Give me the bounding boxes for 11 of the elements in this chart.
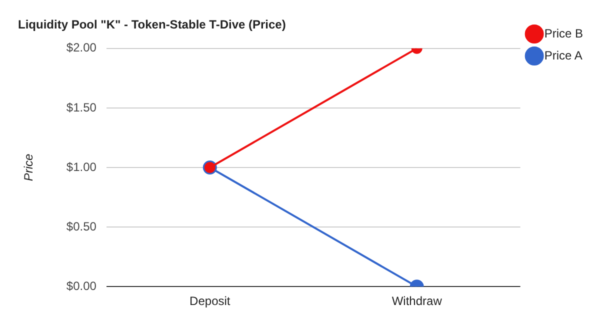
y-tick-label: $0.50 xyxy=(66,219,97,234)
legend-label: Price A xyxy=(544,48,582,62)
y-tick-label: $2.00 xyxy=(66,40,97,55)
chart-title: Liquidity Pool "K" - Token-Stable T-Dive (Price) xyxy=(18,18,286,32)
x-tick-label: Deposit xyxy=(190,294,231,308)
y-tick-label: $0.00 xyxy=(66,278,97,293)
y-tick-label: $1.50 xyxy=(66,100,97,114)
x-tick-label: Withdraw xyxy=(392,294,442,308)
y-tick-label: $1.00 xyxy=(66,160,97,174)
legend-label: Price B xyxy=(544,26,584,40)
y-axis-title: Price xyxy=(22,154,36,182)
